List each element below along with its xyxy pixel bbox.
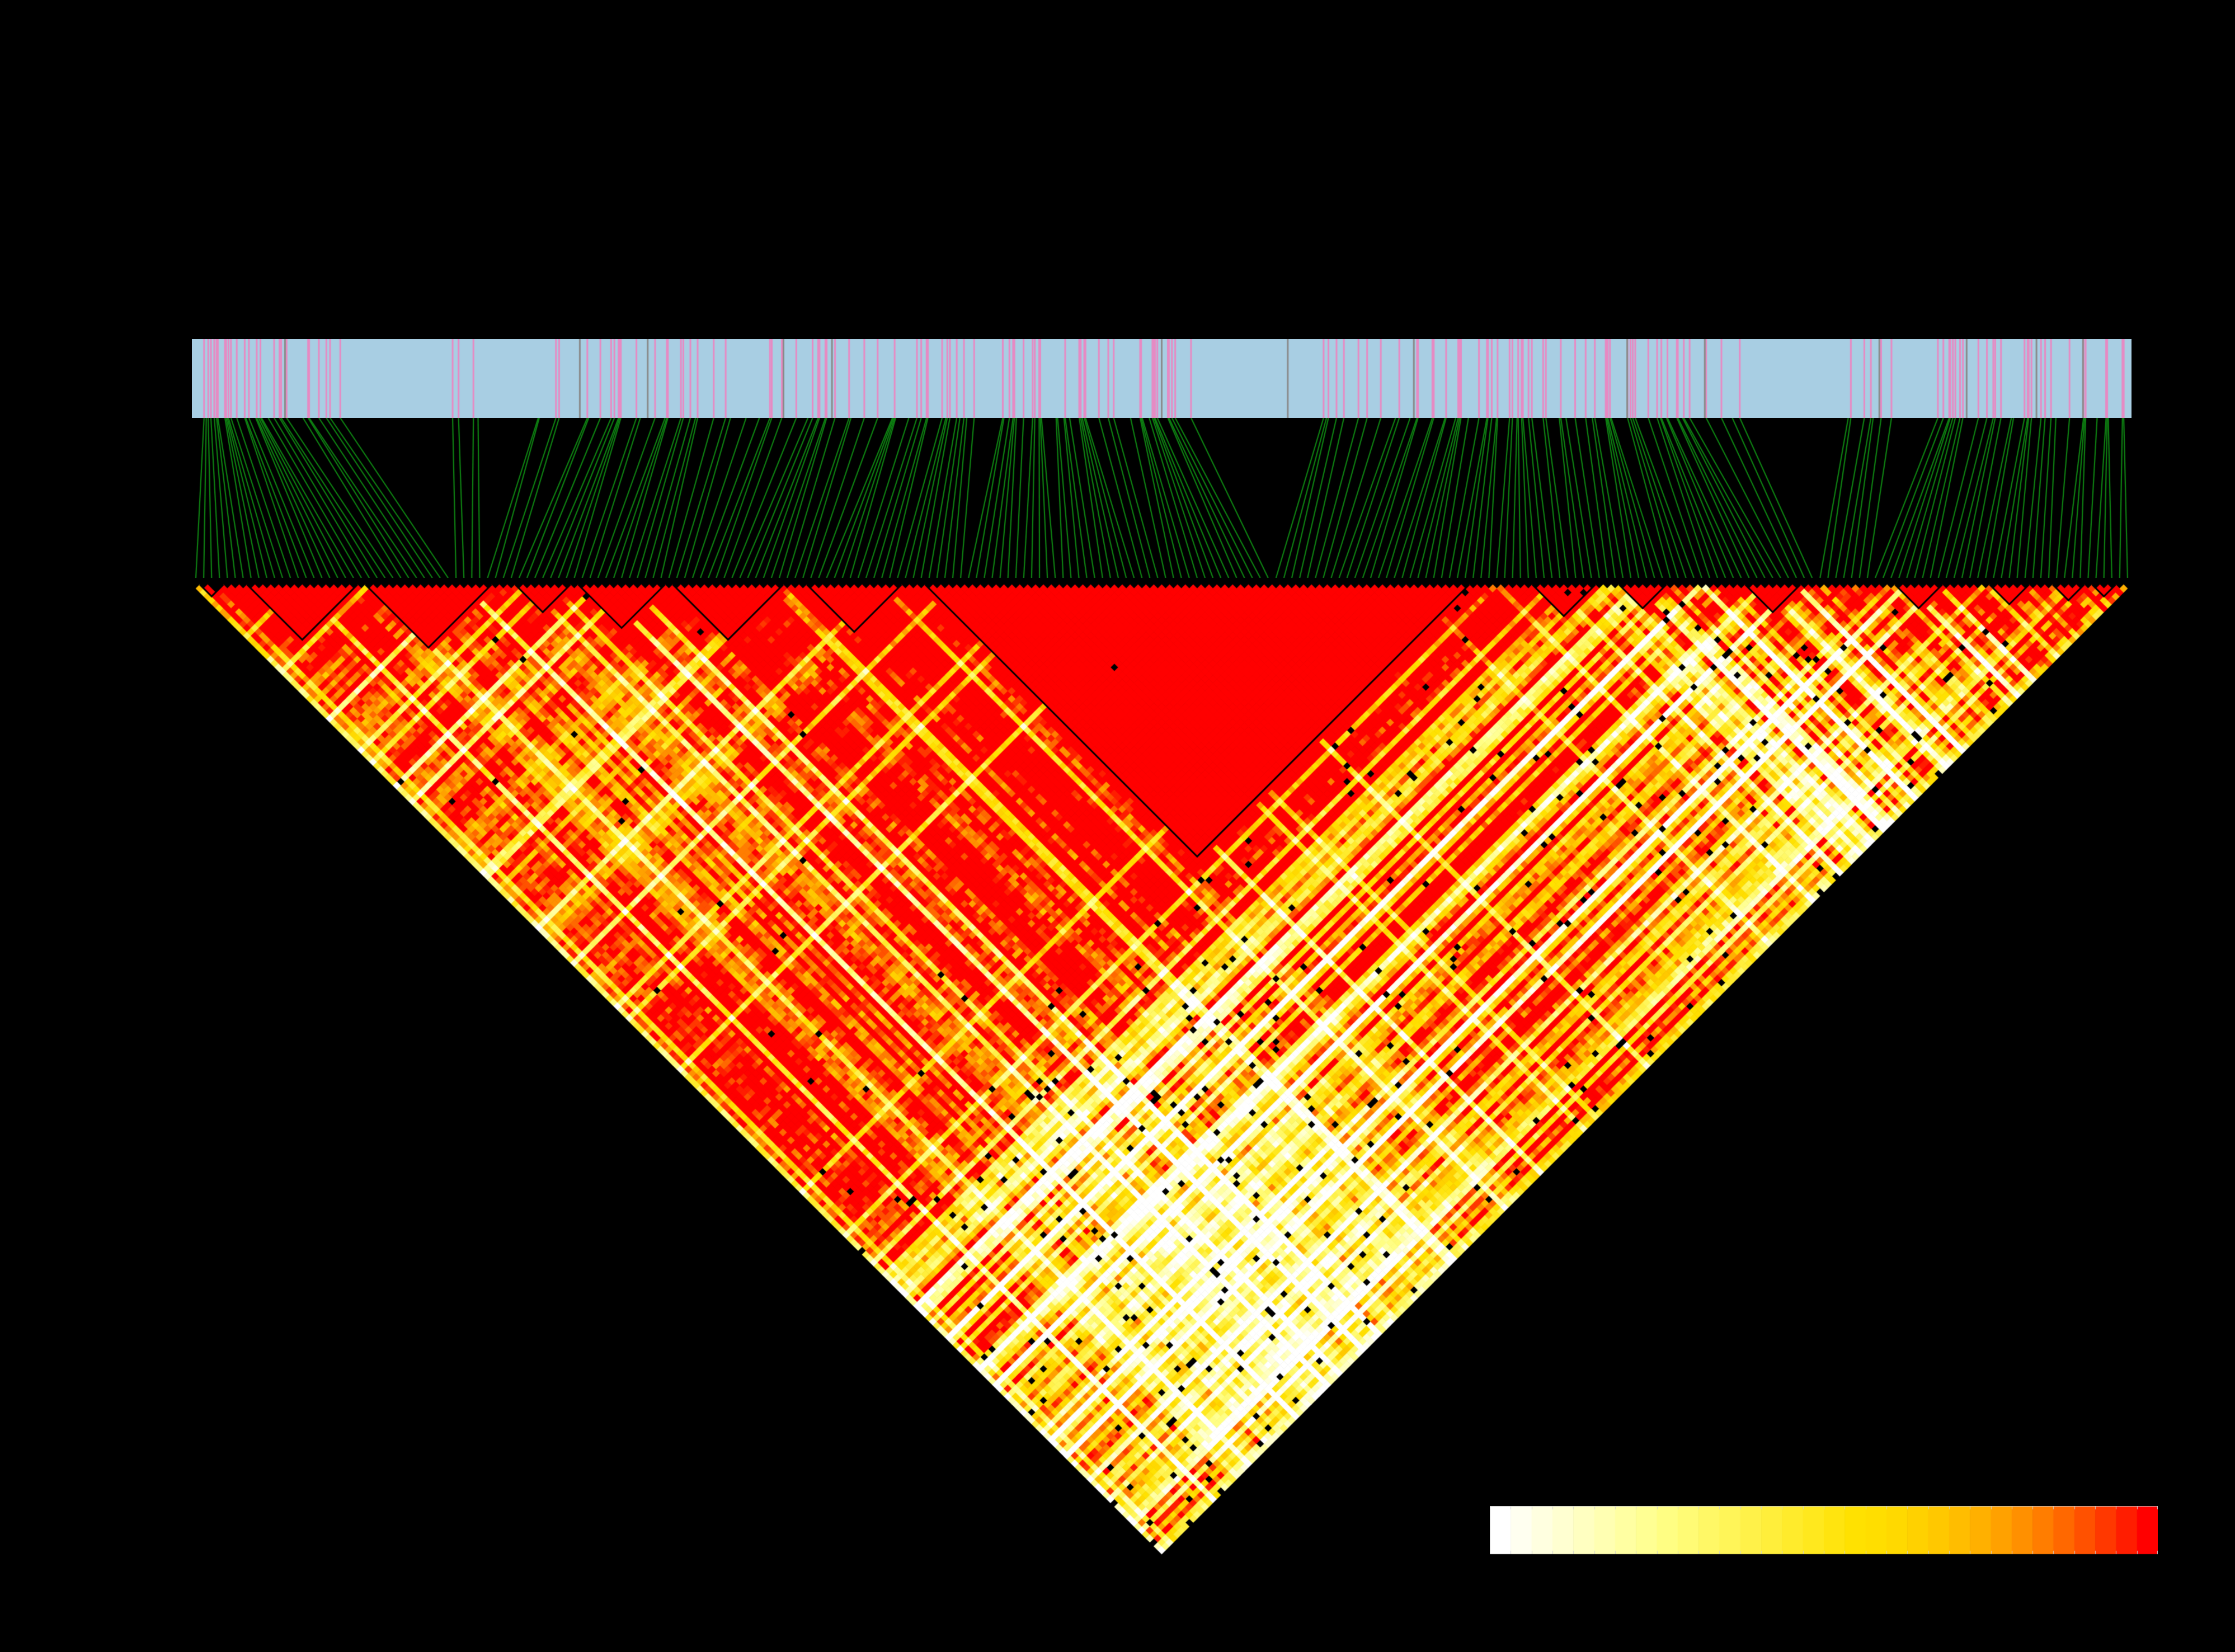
genomic-position-track (192, 339, 2132, 418)
snp-mapping-fan-lines (192, 418, 2132, 578)
ld-triangle-heatmap (192, 579, 2132, 1555)
ld-color-key (1490, 1506, 2158, 1560)
